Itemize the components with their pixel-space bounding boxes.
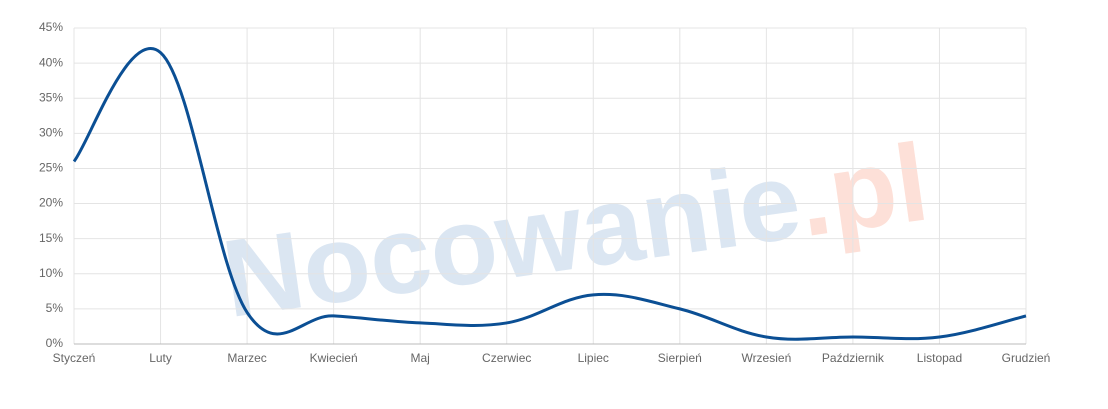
y-tick-label: 45% <box>39 20 63 34</box>
x-tick-label: Wrzesień <box>741 351 791 365</box>
y-tick-label: 0% <box>46 336 64 350</box>
x-tick-label: Luty <box>149 351 172 365</box>
x-tick-label: Czerwiec <box>482 351 531 365</box>
y-tick-label: 5% <box>46 301 64 315</box>
y-tick-label: 40% <box>39 55 63 69</box>
watermark: Nocowanie.pl <box>216 121 935 341</box>
y-tick-label: 30% <box>39 126 63 140</box>
x-tick-label: Grudzień <box>1002 351 1051 365</box>
watermark-text: Nocowanie.pl <box>216 121 935 341</box>
y-tick-label: 10% <box>39 266 63 280</box>
x-tick-label: Marzec <box>227 351 266 365</box>
y-tick-label: 35% <box>39 90 63 104</box>
x-tick-label: Kwiecień <box>310 351 358 365</box>
y-tick-label: 15% <box>39 231 63 245</box>
x-tick-label: Październik <box>822 351 885 365</box>
x-tick-label: Maj <box>411 351 430 365</box>
series-line <box>72 47 1027 341</box>
watermark-suffix: .pl <box>791 121 935 261</box>
y-tick-label: 20% <box>39 196 63 210</box>
y-tick-label: 25% <box>39 161 63 175</box>
x-tick-label: Lipiec <box>578 351 609 365</box>
x-tick-label: Listopad <box>917 351 962 365</box>
x-tick-label: Sierpień <box>658 351 702 365</box>
x-tick-label: Styczeń <box>53 351 96 365</box>
